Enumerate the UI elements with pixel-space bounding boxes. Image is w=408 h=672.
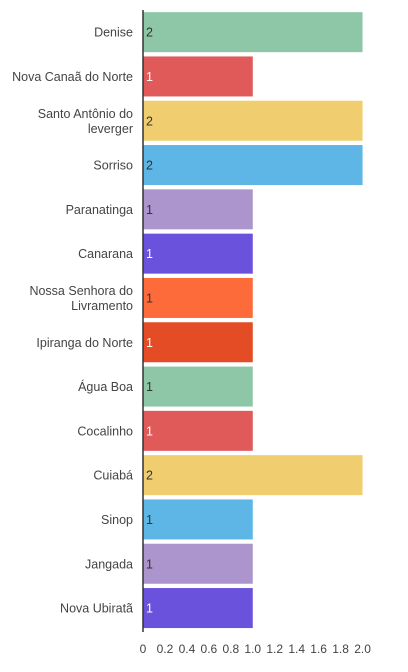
x-tick-label: 1.0 (244, 642, 261, 656)
bar-value-label: 1 (146, 203, 153, 217)
category-label: leverger (88, 122, 133, 136)
x-tick-label: 1.4 (288, 642, 305, 656)
bar-value-label: 1 (146, 557, 153, 571)
category-label: Cuiabá (93, 469, 133, 483)
bar-value-label: 1 (146, 291, 153, 305)
bar (143, 145, 363, 186)
x-tick-label: 1.6 (310, 642, 327, 656)
bar-value-label: 2 (146, 26, 153, 40)
x-tick-label: 0.6 (201, 642, 218, 656)
bar-value-label: 2 (146, 469, 153, 483)
bar-value-label: 1 (146, 380, 153, 394)
bar-value-label: 2 (146, 159, 153, 173)
x-tick-label: 0.8 (222, 642, 239, 656)
bar (143, 12, 363, 53)
category-label: Nova Ubiratã (60, 602, 133, 616)
category-label: Canarana (78, 247, 133, 261)
x-tick-label: 0.2 (157, 642, 174, 656)
bar-value-label: 1 (146, 602, 153, 616)
x-tick-label: 2.0 (354, 642, 371, 656)
bar-value-label: 2 (146, 114, 153, 128)
category-label: Água Boa (78, 379, 133, 394)
category-label: Sorriso (93, 159, 133, 173)
category-label: Cocalinho (77, 424, 133, 438)
x-tick-label: 0 (140, 642, 147, 656)
bar (143, 588, 253, 629)
bar (143, 189, 253, 230)
bar (143, 277, 253, 318)
x-tick-label: 1.2 (266, 642, 283, 656)
bar (143, 322, 253, 363)
bar-value-label: 1 (146, 70, 153, 84)
category-label: Sinop (101, 513, 133, 527)
category-label: Jangada (85, 557, 133, 571)
bar-value-label: 1 (146, 424, 153, 438)
bar (143, 455, 363, 496)
bar-value-label: 1 (146, 247, 153, 261)
x-tick-label: 0.4 (179, 642, 196, 656)
bar (143, 543, 253, 584)
category-label: Paranatinga (66, 203, 133, 217)
x-tick-label: 1.8 (332, 642, 349, 656)
bar-value-label: 1 (146, 513, 153, 527)
bar-value-label: 1 (146, 336, 153, 350)
category-label: Ipiranga do Norte (36, 336, 133, 350)
category-label: Denise (94, 26, 133, 40)
category-label: Nova Canaã do Norte (12, 70, 133, 84)
bar (143, 366, 253, 407)
category-label: Nossa Senhora do (29, 284, 133, 298)
bar (143, 499, 253, 540)
bar (143, 410, 253, 451)
bar (143, 233, 253, 274)
category-label: Santo Antônio do (38, 107, 133, 121)
bar (143, 56, 253, 97)
category-label: Livramento (71, 299, 133, 313)
bar (143, 100, 363, 141)
